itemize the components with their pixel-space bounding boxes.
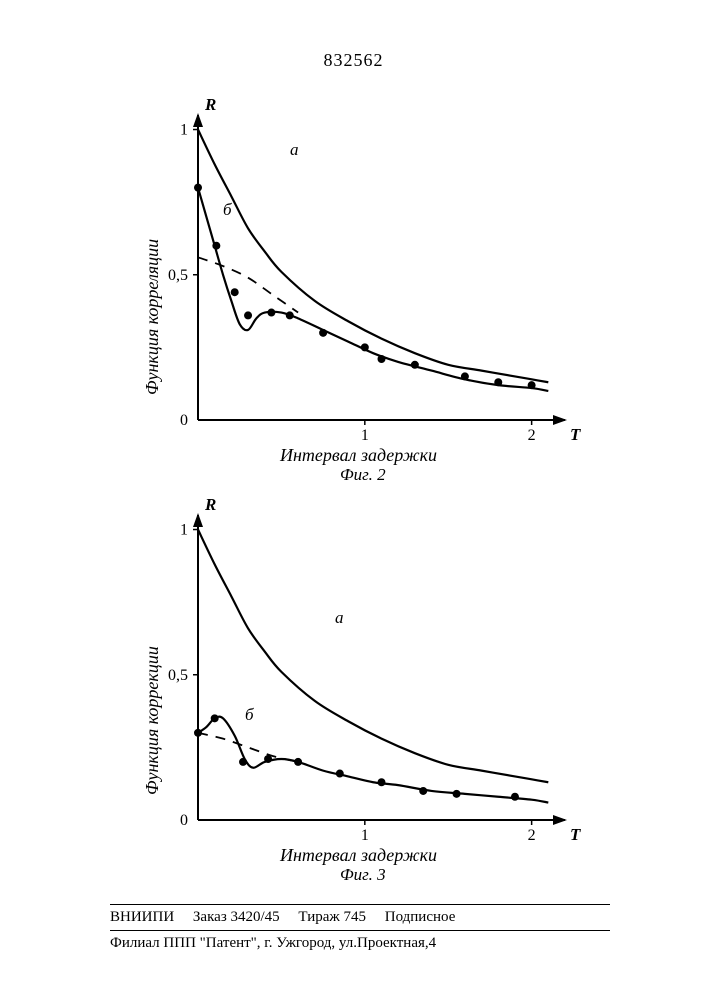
svg-text:0: 0 bbox=[180, 412, 188, 429]
fig2-t-axis-letter: T bbox=[570, 425, 580, 445]
svg-text:1: 1 bbox=[180, 522, 188, 539]
svg-text:2: 2 bbox=[528, 427, 536, 444]
svg-text:0: 0 bbox=[180, 812, 188, 829]
page: { "document_number": "832562", "fig2": {… bbox=[0, 0, 707, 1000]
fig3-series-b-label: б bbox=[245, 705, 254, 725]
fig2-x-axis-label: Интервал задержки bbox=[280, 445, 437, 466]
footer-org: ВНИИПИ bbox=[110, 909, 174, 925]
figure-3-svg: 0 0,5 1 1 2 bbox=[150, 500, 580, 880]
document-number: 832562 bbox=[0, 50, 707, 71]
footer-line-2: Филиал ППП "Патент", г. Ужгород, ул.Прое… bbox=[110, 930, 610, 952]
fig3-series-a-label: a bbox=[335, 608, 344, 628]
svg-text:1: 1 bbox=[361, 427, 369, 444]
svg-text:0,5: 0,5 bbox=[168, 267, 188, 284]
fig3-r-axis-letter: R bbox=[205, 495, 216, 515]
svg-text:1: 1 bbox=[361, 827, 369, 844]
fig2-r-axis-letter: R bbox=[205, 95, 216, 115]
figure-3: 00,5112 Функция коррекции R T a б Интерв… bbox=[150, 500, 580, 880]
fig3-x-axis-label: Интервал задержки bbox=[280, 845, 437, 866]
fig3-caption: Фиг. 3 bbox=[340, 865, 386, 885]
svg-text:1: 1 bbox=[180, 122, 188, 139]
svg-text:0,5: 0,5 bbox=[168, 667, 188, 684]
figure-2-svg: 0 0,5 1 1 2 bbox=[150, 100, 580, 480]
svg-text:2: 2 bbox=[528, 827, 536, 844]
footer-tirazh: Тираж 745 bbox=[298, 909, 366, 925]
fig3-y-axis-label: Функция коррекции bbox=[142, 646, 163, 795]
footer-sign: Подписное bbox=[385, 909, 456, 925]
fig2-caption: Фиг. 2 bbox=[340, 465, 386, 485]
footer-order: Заказ 3420/45 bbox=[193, 909, 280, 925]
fig2-y-axis-label: Функция корреляции bbox=[142, 239, 163, 395]
fig3-t-axis-letter: T bbox=[570, 825, 580, 845]
fig2-series-b-label: б bbox=[223, 200, 232, 220]
figure-2: 00,5112 Функция корреляции R T a б Интер… bbox=[150, 100, 580, 480]
fig2-series-a-label: a bbox=[290, 140, 299, 160]
footer-line-1: ВНИИПИ Заказ 3420/45 Тираж 745 Подписное bbox=[110, 904, 610, 926]
